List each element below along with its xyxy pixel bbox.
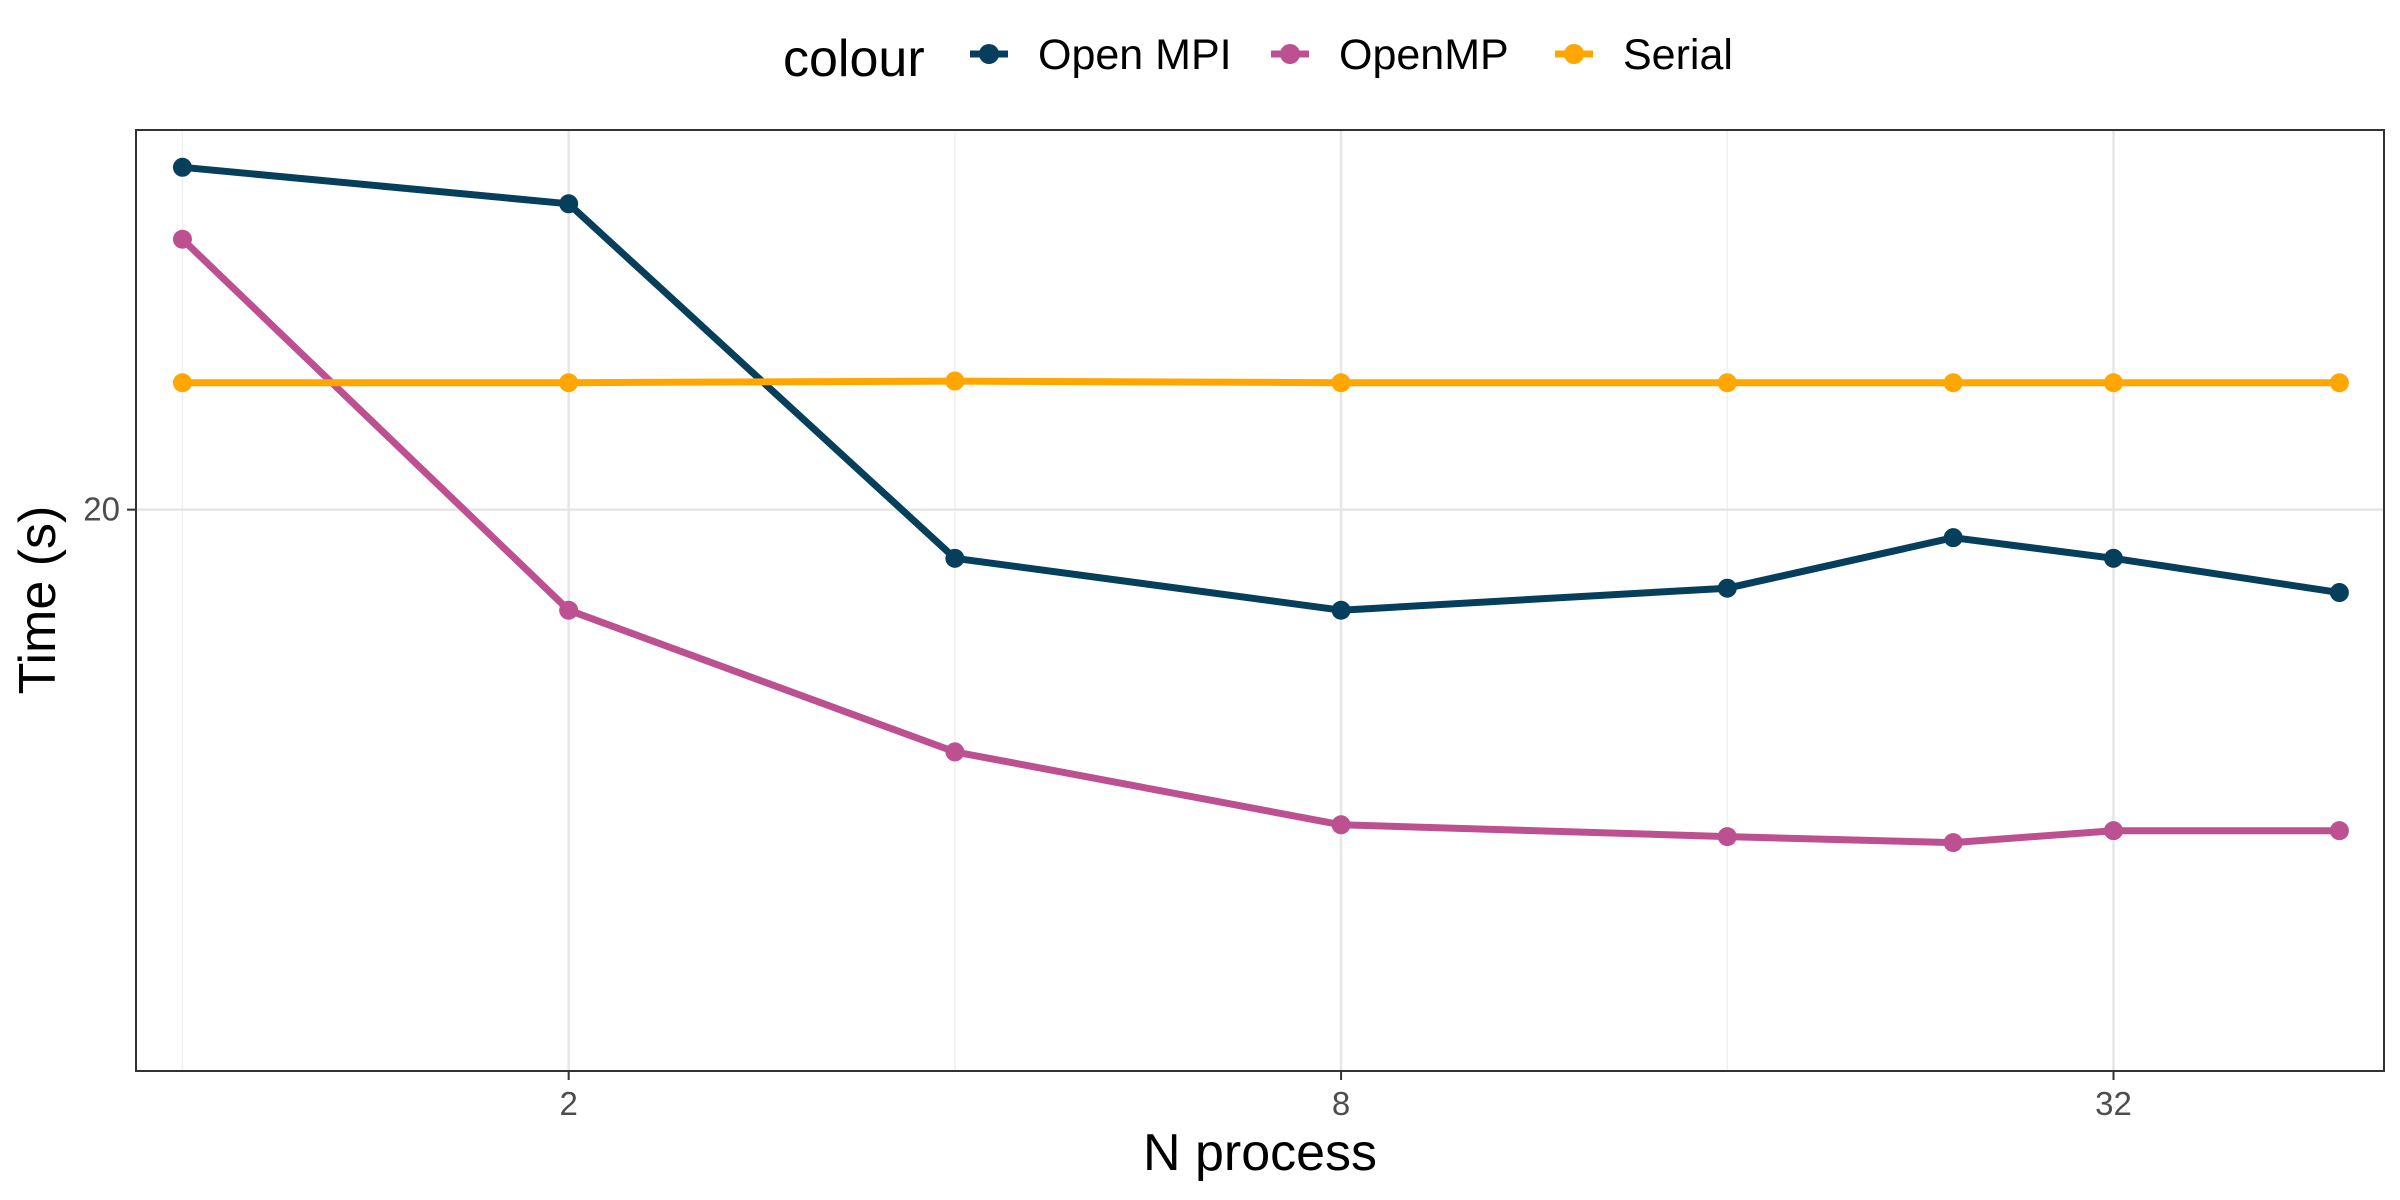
data-point bbox=[559, 373, 579, 393]
legend-label: Serial bbox=[1623, 31, 1733, 79]
x-tick-label: 32 bbox=[2095, 1085, 2132, 1122]
legend: colour Open MPI OpenMP Serial bbox=[783, 30, 1733, 88]
data-point bbox=[172, 157, 192, 177]
data-point bbox=[2329, 583, 2349, 603]
legend-item: Open MPI bbox=[970, 31, 1232, 79]
legend-label: Open MPI bbox=[1038, 31, 1232, 79]
x-axis-title: N process bbox=[1143, 1124, 1377, 1182]
series-layer bbox=[172, 157, 2349, 853]
data-point bbox=[172, 373, 192, 393]
data-point bbox=[945, 548, 965, 568]
data-point bbox=[1331, 815, 1351, 835]
data-point bbox=[1943, 833, 1963, 853]
data-point bbox=[1943, 373, 1963, 393]
data-point bbox=[2329, 373, 2349, 393]
data-point bbox=[1717, 373, 1737, 393]
data-point bbox=[559, 194, 579, 214]
data-point bbox=[945, 742, 965, 762]
series-line bbox=[179, 235, 2343, 847]
legend-label: OpenMP bbox=[1339, 31, 1509, 79]
legend-item: Serial bbox=[1555, 31, 1733, 79]
legend-item: OpenMP bbox=[1271, 31, 1509, 79]
legend-title: colour bbox=[783, 30, 925, 88]
data-point bbox=[2329, 821, 2349, 841]
data-point bbox=[559, 600, 579, 620]
data-point bbox=[2103, 821, 2123, 841]
data-point bbox=[945, 371, 965, 391]
data-point bbox=[1943, 528, 1963, 548]
gridlines bbox=[136, 130, 2384, 1071]
data-point bbox=[1717, 578, 1737, 598]
series-line bbox=[179, 163, 2343, 614]
series-serial bbox=[172, 371, 2349, 393]
y-axis: 20 bbox=[83, 491, 136, 528]
legend-key-point bbox=[979, 44, 999, 64]
series-line bbox=[179, 377, 2343, 387]
series-open-mpi bbox=[172, 157, 2349, 620]
data-point bbox=[172, 229, 192, 249]
x-tick-label: 2 bbox=[559, 1085, 577, 1122]
data-point bbox=[2103, 373, 2123, 393]
data-point bbox=[1331, 600, 1351, 620]
legend-key-point bbox=[1564, 44, 1584, 64]
data-point bbox=[2103, 548, 2123, 568]
data-point bbox=[1331, 373, 1351, 393]
legend-key-point bbox=[1280, 44, 1300, 64]
series-openmp bbox=[172, 229, 2349, 853]
data-point bbox=[1717, 827, 1737, 847]
x-axis: 2 8 32 bbox=[559, 1071, 2132, 1122]
y-tick-label: 20 bbox=[83, 491, 120, 528]
y-axis-title: Time (s) bbox=[9, 506, 67, 695]
plot-border bbox=[135, 129, 2385, 1072]
x-tick-label: 8 bbox=[1332, 1085, 1350, 1122]
